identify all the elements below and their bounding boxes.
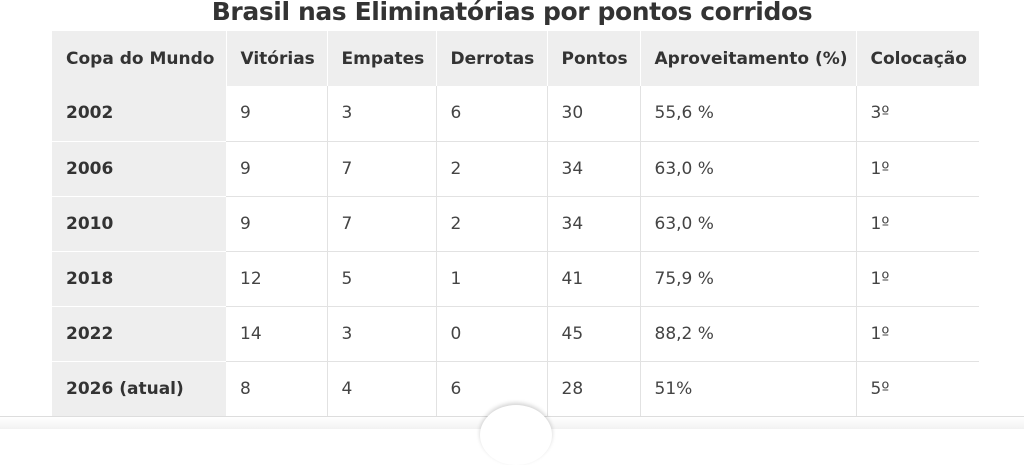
table-header-row: Copa do Mundo Vitórias Empates Derrotas … — [52, 31, 980, 86]
cell-vitorias: 8 — [226, 361, 328, 417]
cell-pontos: 45 — [547, 306, 641, 362]
cell-empates: 7 — [327, 141, 437, 197]
cell-colocacao: 1º — [856, 196, 979, 252]
cell-vitorias: 9 — [226, 141, 328, 197]
cell-pontos: 34 — [547, 141, 641, 197]
cell-copa: 2010 — [52, 196, 226, 252]
cell-empates: 3 — [327, 86, 437, 142]
cell-pontos: 28 — [547, 361, 641, 417]
page-title: Brasil nas Eliminatórias por pontos corr… — [211, 0, 813, 26]
cell-copa: 2006 — [52, 141, 226, 197]
header-vitorias: Vitórias — [226, 31, 328, 86]
cell-pontos: 30 — [547, 86, 641, 142]
table-row: 2022 14 3 0 45 88,2 % 1º — [52, 306, 979, 362]
cell-derrotas: 2 — [436, 196, 548, 252]
header-empates: Empates — [327, 31, 437, 86]
cell-derrotas: 1 — [436, 251, 548, 307]
cell-aproveitamento: 55,6 % — [640, 86, 857, 142]
cell-colocacao: 3º — [856, 86, 979, 142]
cell-aproveitamento: 51% — [640, 361, 857, 417]
cell-derrotas: 6 — [436, 86, 548, 142]
table-row: 2010 9 7 2 34 63,0 % 1º — [52, 196, 979, 252]
header-derrotas: Derrotas — [436, 31, 548, 86]
cell-colocacao: 1º — [856, 306, 979, 362]
cell-empates: 5 — [327, 251, 437, 307]
cell-pontos: 41 — [547, 251, 641, 307]
cell-vitorias: 14 — [226, 306, 328, 362]
header-pontos: Pontos — [547, 31, 641, 86]
cell-colocacao: 5º — [856, 361, 979, 417]
cell-aproveitamento: 63,0 % — [640, 196, 857, 252]
cell-copa: 2002 — [52, 86, 226, 142]
cell-vitorias: 9 — [226, 86, 328, 142]
cell-derrotas: 2 — [436, 141, 548, 197]
table-row: 2002 9 3 6 30 55,6 % 3º — [52, 86, 979, 142]
table-row: 2006 9 7 2 34 63,0 % 1º — [52, 141, 979, 197]
cell-aproveitamento: 75,9 % — [640, 251, 857, 307]
table-row: 2026 (atual) 8 4 6 28 51% 5º — [52, 361, 979, 417]
cell-colocacao: 1º — [856, 251, 979, 307]
cell-colocacao: 1º — [856, 141, 979, 197]
header-colocacao: Colocação — [856, 31, 980, 86]
cell-empates: 7 — [327, 196, 437, 252]
cell-copa: 2026 (atual) — [52, 361, 226, 417]
cell-aproveitamento: 63,0 % — [640, 141, 857, 197]
header-aproveitamento: Aproveitamento (%) — [640, 31, 857, 86]
cell-vitorias: 9 — [226, 196, 328, 252]
cell-aproveitamento: 88,2 % — [640, 306, 857, 362]
scroll-handle[interactable] — [480, 405, 552, 465]
cell-pontos: 34 — [547, 196, 641, 252]
cell-derrotas: 0 — [436, 306, 548, 362]
cell-empates: 4 — [327, 361, 437, 417]
stats-table: Copa do Mundo Vitórias Empates Derrotas … — [52, 31, 980, 417]
header-copa-do-mundo: Copa do Mundo — [52, 31, 227, 86]
cell-empates: 3 — [327, 306, 437, 362]
cell-vitorias: 12 — [226, 251, 328, 307]
cell-copa: 2022 — [52, 306, 226, 362]
table-row: 2018 12 5 1 41 75,9 % 1º — [52, 251, 979, 307]
cell-copa: 2018 — [52, 251, 226, 307]
